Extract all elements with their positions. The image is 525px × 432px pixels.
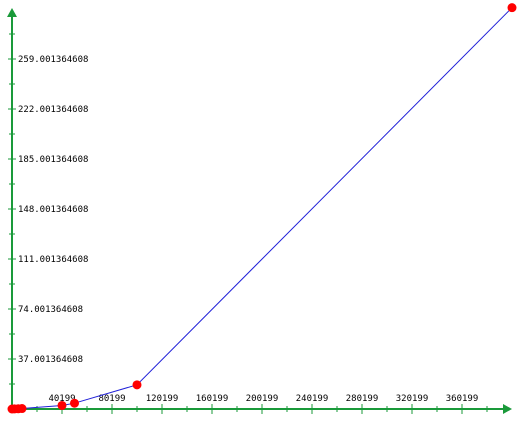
y-tick-label: 222.001364608 — [18, 105, 88, 115]
y-tick-label: 148.001364608 — [18, 205, 88, 215]
x-tick-label: 40199 — [48, 394, 75, 404]
x-axis-arrow-icon — [503, 404, 512, 414]
y-tick-label: 111.001364608 — [18, 255, 88, 265]
x-tick-label: 320199 — [396, 394, 429, 404]
data-point — [57, 400, 67, 410]
y-axis-ticks: 37.001364608 74.001364608 111.001364608 148… — [8, 33, 88, 385]
x-axis-ticks: 40199 80199 120199 160199 200199 240199 280199… — [36, 394, 488, 414]
x-tick-label: 360199 — [446, 394, 479, 404]
data-point — [507, 3, 517, 13]
x-tick-label: 80199 — [98, 394, 125, 404]
series-layer — [7, 3, 517, 414]
data-point — [17, 404, 27, 414]
x-tick-label: 160199 — [196, 394, 229, 404]
y-tick-label: 37.001364608 — [18, 355, 83, 365]
y-tick-label: 74.001364608 — [18, 305, 83, 315]
y-tick-label: 259.001364608 — [18, 55, 88, 65]
y-tick-label: 185.001364608 — [18, 155, 88, 165]
x-tick-label: 280199 — [346, 394, 379, 404]
y-axis-arrow-icon — [7, 8, 17, 17]
x-tick-label: 120199 — [146, 394, 179, 404]
x-tick-label: 200199 — [246, 394, 279, 404]
data-point — [132, 380, 142, 390]
data-point — [70, 398, 79, 408]
x-tick-label: 240199 — [296, 394, 329, 404]
